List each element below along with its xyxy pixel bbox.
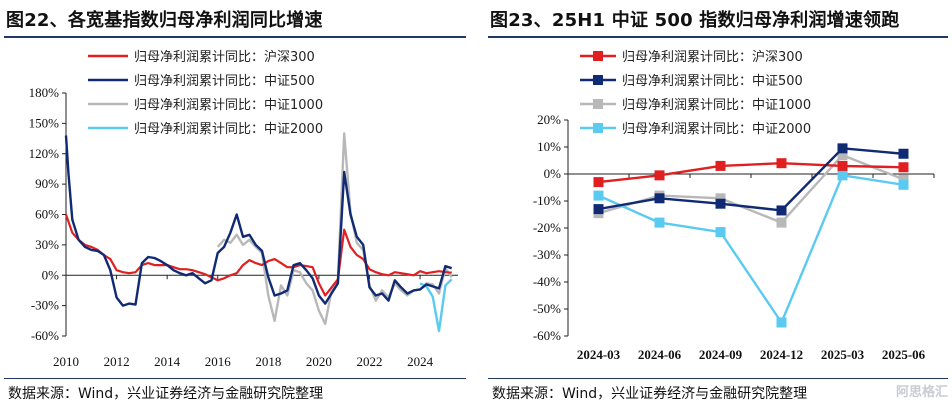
left-x-tick-label: 2024 bbox=[407, 354, 434, 369]
left-x-tick-label: 2020 bbox=[306, 354, 332, 369]
right-series-2-marker bbox=[837, 150, 848, 161]
left-y-tick-label: 120% bbox=[29, 146, 60, 161]
right-y-tick-label: 20% bbox=[537, 112, 561, 127]
right-series-line-2 bbox=[598, 153, 904, 224]
right-series-0-marker bbox=[776, 158, 787, 169]
left-series-line-2 bbox=[216, 132, 453, 326]
right-series-1-marker bbox=[898, 148, 909, 159]
right-series-3-marker bbox=[654, 217, 665, 228]
right-legend-label-2: 归母净利润累计同比：中证1000 bbox=[622, 98, 811, 113]
right-legend-label-3: 归母净利润累计同比：中证2000 bbox=[622, 122, 811, 137]
left-x-tick-label: 2010 bbox=[53, 354, 79, 369]
right-legend-label-0: 归母净利润累计同比：沪深300 bbox=[622, 49, 803, 65]
right-series-3-marker bbox=[715, 227, 726, 238]
right-legend-marker-0 bbox=[593, 51, 603, 61]
watermark-logo: 阿思格汇 bbox=[895, 385, 948, 400]
right-series-1-marker bbox=[715, 198, 726, 209]
left-y-tick-label: 150% bbox=[29, 115, 60, 130]
right-legend-marker-2 bbox=[593, 99, 603, 109]
right-legend-marker-3 bbox=[593, 123, 603, 133]
right-line-chart: 20% 10% 0% -10% -20% -30% -40% -50% -60% 2024-03 2… bbox=[533, 49, 935, 362]
right-series-1-marker bbox=[837, 143, 848, 154]
left-title-rule bbox=[4, 36, 466, 38]
right-source-note: 数据来源：Wind，兴业证券经济与金融研究院整理 bbox=[492, 386, 808, 402]
left-legend-label-1: 归母净利润累计同比：中证500 bbox=[134, 74, 315, 89]
left-y-tick-label: 60% bbox=[35, 207, 59, 222]
right-series-0-marker bbox=[837, 160, 848, 171]
left-legend-label-0: 归母净利润累计同比：沪深300 bbox=[134, 49, 315, 65]
right-series-0-marker bbox=[593, 177, 604, 188]
right-y-tick-label: -20% bbox=[533, 220, 561, 235]
left-y-tick-label: 0% bbox=[42, 267, 60, 282]
right-y-tick-label: -30% bbox=[533, 247, 561, 262]
left-x-tick-label: 2022 bbox=[356, 354, 382, 369]
right-series-1-marker bbox=[776, 205, 787, 216]
right-y-tick-label: 10% bbox=[537, 139, 561, 154]
left-y-tick-label: -60% bbox=[31, 328, 59, 343]
left-y-tick-label: 30% bbox=[35, 237, 59, 252]
right-y-tick-label: -10% bbox=[533, 193, 561, 208]
right-series-line-3 bbox=[598, 174, 904, 324]
right-series-3-marker bbox=[898, 179, 909, 190]
right-y-tick-label: -60% bbox=[533, 328, 561, 343]
right-series-1-marker bbox=[593, 204, 604, 215]
right-y-tick-label: -40% bbox=[533, 274, 561, 289]
left-source-rule bbox=[4, 378, 466, 379]
left-series-line-1 bbox=[64, 135, 453, 307]
left-x-tick-label: 2018 bbox=[255, 354, 281, 369]
right-series-2-marker bbox=[898, 174, 909, 185]
right-x-tick-label: 2024-06 bbox=[638, 347, 682, 362]
left-legend-label-3: 归母净利润累计同比：中证2000 bbox=[134, 122, 323, 137]
right-x-tick-label: 2025-06 bbox=[882, 347, 926, 362]
right-series-line-1 bbox=[598, 147, 904, 212]
right-series-line-0 bbox=[598, 162, 904, 184]
right-series-3-marker bbox=[837, 170, 848, 181]
left-line-chart: 180% 150% 120% 90% 60% 30% 0% -30% -60% 2010 2012 2… bbox=[29, 49, 458, 369]
left-x-tick-label: 2014 bbox=[154, 354, 181, 369]
right-x-tick-label: 2025-03 bbox=[821, 347, 865, 362]
right-series-3-marker bbox=[776, 317, 787, 328]
left-x-tick-label: 2012 bbox=[104, 354, 130, 369]
right-series-2-marker bbox=[776, 217, 787, 228]
right-series-0-marker bbox=[654, 170, 665, 181]
right-series-2-marker bbox=[715, 193, 726, 204]
left-y-tick-label: 180% bbox=[29, 85, 60, 100]
right-chart-title: 图23、25H1 中证 500 指数归母净利润增速领跑 bbox=[490, 10, 900, 31]
right-series-0-marker bbox=[898, 162, 909, 173]
left-chart-title: 图22、各宽基指数归母净利润同比增速 bbox=[6, 10, 323, 31]
left-legend-label-2: 归母净利润累计同比：中证1000 bbox=[134, 98, 323, 113]
right-legend-marker-1 bbox=[593, 75, 603, 85]
left-y-tick-label: -30% bbox=[31, 298, 59, 313]
right-series-0-marker bbox=[715, 160, 726, 171]
left-chart-panel: 图22、各宽基指数归母净利润同比增速 180% 150% 120% 90% 60% 30%… bbox=[0, 0, 470, 406]
left-source-note: 数据来源：Wind，兴业证券经济与金融研究院整理 bbox=[8, 386, 324, 402]
right-y-tick-label: -50% bbox=[533, 301, 561, 316]
right-chart-panel: 图23、25H1 中证 500 指数归母净利润增速领跑 20% 10% 0% -10%… bbox=[484, 0, 952, 406]
right-x-tick-label: 2024-09 bbox=[699, 347, 743, 362]
right-x-tick-label: 2024-12 bbox=[760, 347, 803, 362]
right-y-tick-label: 0% bbox=[544, 166, 562, 181]
left-x-tick-label: 2016 bbox=[205, 354, 232, 369]
left-y-tick-label: 90% bbox=[35, 176, 59, 191]
right-x-tick-label: 2024-03 bbox=[577, 347, 621, 362]
left-series-line-0 bbox=[64, 214, 452, 297]
right-series-3-marker bbox=[593, 190, 604, 201]
right-series-1-marker bbox=[654, 193, 665, 204]
right-title-rule bbox=[488, 36, 948, 38]
right-legend-label-1: 归母净利润累计同比：中证500 bbox=[622, 74, 803, 89]
right-source-rule bbox=[488, 378, 948, 379]
